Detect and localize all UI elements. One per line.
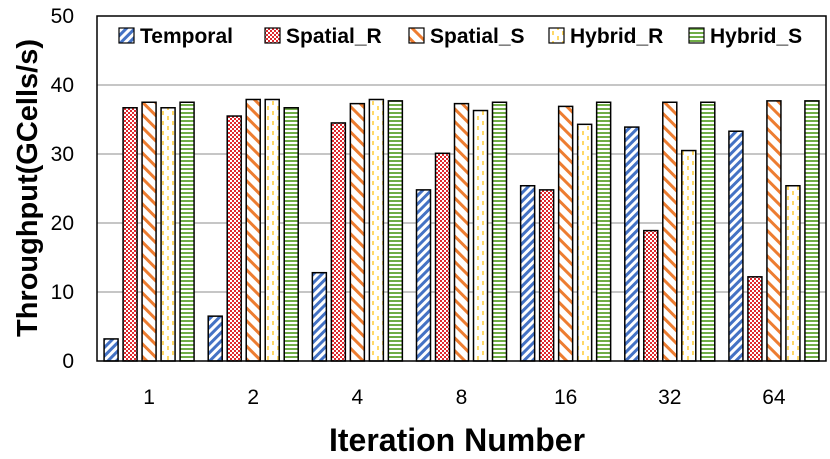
legend-label: Hybrid_S bbox=[710, 25, 802, 48]
bar-spatial-s-64 bbox=[766, 100, 782, 362]
legend-swatch bbox=[688, 27, 705, 44]
bar-spatial-r-8 bbox=[434, 152, 451, 362]
bar-spatial-r-2 bbox=[226, 115, 242, 362]
bar-temporal-32 bbox=[624, 126, 640, 362]
bar-spatial-r-32 bbox=[643, 229, 659, 362]
y-tick-label: 40 bbox=[51, 74, 74, 97]
y-tick-label: 0 bbox=[62, 350, 74, 373]
bar-hybrid-r-1 bbox=[160, 107, 176, 362]
x-tick-label: 16 bbox=[554, 386, 577, 409]
x-tick-label: 64 bbox=[762, 386, 786, 409]
bar-temporal-16 bbox=[519, 184, 536, 362]
x-tick-label: 4 bbox=[352, 386, 364, 409]
legend-swatch bbox=[408, 27, 425, 44]
plot-frame bbox=[96, 15, 827, 362]
x-tick-label: 8 bbox=[456, 386, 468, 409]
bar-temporal-1 bbox=[103, 338, 119, 362]
legend-label: Hybrid_R bbox=[570, 25, 663, 48]
bar-hybrid-s-8 bbox=[491, 101, 508, 362]
x-axis-title: Iteration Number bbox=[329, 422, 585, 458]
y-axis-title: Throughput(GCells/s) bbox=[12, 39, 44, 337]
legend-swatch bbox=[118, 27, 135, 44]
bars bbox=[103, 98, 820, 362]
bar-spatial-s-16 bbox=[557, 105, 574, 362]
x-tick-label: 1 bbox=[143, 386, 155, 409]
bar-hybrid-r-32 bbox=[681, 149, 697, 362]
bar-hybrid-s-2 bbox=[283, 107, 299, 362]
bar-spatial-s-4 bbox=[349, 102, 366, 362]
bar-spatial-s-1 bbox=[141, 101, 157, 362]
bar-hybrid-r-16 bbox=[576, 123, 593, 362]
bar-spatial-r-4 bbox=[330, 122, 347, 362]
y-tick-label: 50 bbox=[51, 5, 74, 28]
bar-hybrid-r-8 bbox=[472, 109, 489, 362]
bar-hybrid-s-16 bbox=[595, 101, 612, 362]
bar-temporal-8 bbox=[415, 189, 432, 362]
y-tick-label: 10 bbox=[51, 281, 74, 304]
bar-hybrid-r-2 bbox=[264, 98, 280, 362]
bar-spatial-r-16 bbox=[538, 189, 555, 362]
legend-label: Temporal bbox=[140, 25, 233, 48]
y-tick-label: 30 bbox=[51, 143, 74, 166]
legend-label: Spatial_R bbox=[286, 25, 382, 48]
legend-swatch bbox=[264, 27, 281, 44]
bar-hybrid-r-64 bbox=[785, 184, 801, 362]
x-tick-label: 2 bbox=[247, 386, 259, 409]
bar-hybrid-s-64 bbox=[804, 100, 820, 362]
bar-hybrid-s-1 bbox=[179, 101, 195, 362]
bar-spatial-s-2 bbox=[245, 98, 261, 362]
bar-temporal-2 bbox=[207, 315, 223, 362]
x-tick-label: 32 bbox=[658, 386, 681, 409]
bar-hybrid-s-4 bbox=[387, 100, 404, 362]
bar-spatial-s-32 bbox=[662, 101, 678, 362]
bar-hybrid-s-32 bbox=[700, 101, 716, 362]
bar-hybrid-r-4 bbox=[368, 98, 385, 362]
bar-temporal-64 bbox=[728, 130, 744, 362]
bar-spatial-r-64 bbox=[747, 276, 763, 362]
legend: Temporal Spatial_R Spatial_S Hybrid_R Hybrid… bbox=[118, 25, 802, 48]
bar-spatial-r-1 bbox=[122, 107, 138, 362]
bar-temporal-4 bbox=[311, 271, 328, 362]
legend-swatch bbox=[548, 27, 565, 44]
axes: 0 10 20 30 40 50 1 2 4 8 16 32 64 bbox=[51, 5, 827, 409]
bar-spatial-s-8 bbox=[453, 102, 470, 362]
legend-label: Spatial_S bbox=[430, 25, 525, 48]
y-tick-label: 20 bbox=[51, 212, 74, 235]
